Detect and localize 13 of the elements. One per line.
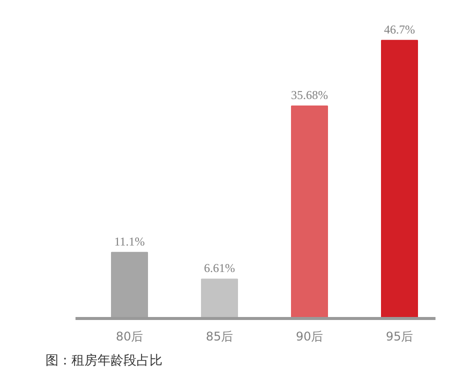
x-tick-label: 90后: [296, 330, 324, 344]
data-label: 35.68%: [291, 88, 328, 102]
bar: [381, 40, 418, 318]
bar: [201, 278, 238, 318]
data-label: 11.1%: [114, 234, 145, 248]
x-tick-label: 85后: [206, 330, 234, 344]
data-label: 6.61%: [204, 261, 235, 276]
x-tick-label: 95后: [386, 330, 414, 344]
bar: [291, 105, 328, 318]
bar: [111, 252, 148, 318]
text: 图：租房年龄段占比: [46, 352, 162, 368]
data-label: 46.7%: [384, 22, 415, 36]
x-tick-label: 80后: [116, 330, 144, 344]
